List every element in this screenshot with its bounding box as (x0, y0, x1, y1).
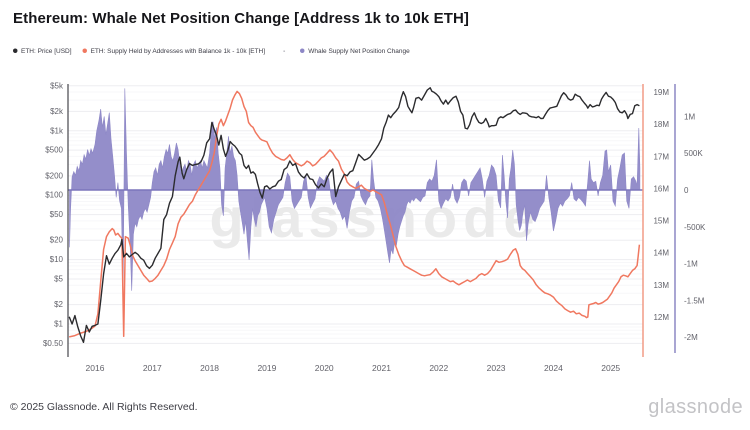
npc-tick-label: -2M (684, 333, 698, 342)
copyright-text: © 2025 Glassnode. All Rights Reserved. (10, 401, 198, 413)
supply-tick-label: 18M (653, 120, 669, 129)
legend-label: ETH: Supply Held by Addresses with Balan… (90, 47, 266, 55)
chart-canvas: glassnode$5k$2k$1k$500$200$100$50$20$10$… (43, 81, 706, 373)
supply-tick-label: 14M (653, 249, 669, 258)
year-tick-label: 2019 (257, 363, 276, 373)
supply-tick-label: 15M (653, 217, 669, 226)
price-tick-label: $0.50 (43, 339, 64, 348)
price-tick-label: $10 (50, 255, 64, 264)
glassnode-logo: glassnode (648, 396, 743, 418)
supply-tick-label: 17M (653, 152, 669, 161)
price-tick-label: $200 (45, 171, 63, 180)
npc-tick-label: 0 (684, 186, 689, 195)
plot-area[interactable] (68, 84, 643, 357)
page-title: Ethereum: Whale Net Position Change [Add… (13, 10, 469, 27)
series-supply-held (69, 90, 641, 338)
supply-tick-label: 16M (653, 184, 669, 193)
legend-label: ETH: Price [USD] (21, 47, 72, 55)
plot-series (68, 87, 643, 343)
price-tick-label: $100 (45, 191, 63, 200)
legend-item-1[interactable]: ETH: Supply Held by Addresses with Balan… (82, 47, 266, 55)
supply-tick-label: 13M (653, 281, 669, 290)
legend-dot-icon (300, 48, 305, 53)
npc-tick-label: -500K (684, 223, 706, 232)
year-tick-label: 2023 (487, 363, 506, 373)
year-tick-label: 2022 (429, 363, 448, 373)
legend-item-3[interactable]: Whale Supply Net Position Change (300, 47, 410, 55)
legend-dot-icon (82, 48, 88, 53)
price-tick-label: $5k (50, 81, 64, 90)
npc-tick-label: 1M (684, 112, 695, 121)
npc-tick-label: 500K (684, 149, 703, 158)
price-tick-label: $5 (54, 274, 63, 283)
year-tick-label: 2018 (200, 363, 219, 373)
price-tick-label: $2k (50, 107, 64, 116)
legend-dot-icon (13, 48, 18, 53)
legend-separator: - (283, 47, 286, 55)
series-eth-price (68, 87, 640, 343)
year-tick-label: 2021 (372, 363, 391, 373)
supply-tick-label: 19M (653, 88, 669, 97)
legend-item-0[interactable]: ETH: Price [USD] (13, 47, 72, 55)
supply-tick-label: 12M (653, 313, 669, 322)
npc-tick-label: -1.5M (684, 296, 705, 305)
price-tick-label: $20 (50, 236, 64, 245)
year-tick-label: 2017 (143, 363, 162, 373)
year-tick-label: 2020 (315, 363, 334, 373)
year-tick-label: 2025 (601, 363, 620, 373)
legend-label: Whale Supply Net Position Change (308, 47, 410, 55)
price-tick-label: $500 (45, 146, 63, 155)
price-tick-label: $2 (54, 300, 63, 309)
legend: ETH: Price [USD] ETH: Supply Held by Addr… (13, 47, 421, 55)
price-tick-label: $50 (50, 210, 64, 219)
year-tick-label: 2024 (544, 363, 563, 373)
price-tick-label: $1k (50, 126, 64, 135)
year-tick-label: 2016 (86, 363, 105, 373)
npc-tick-label: -1M (684, 260, 698, 269)
price-tick-label: $1 (54, 320, 63, 329)
